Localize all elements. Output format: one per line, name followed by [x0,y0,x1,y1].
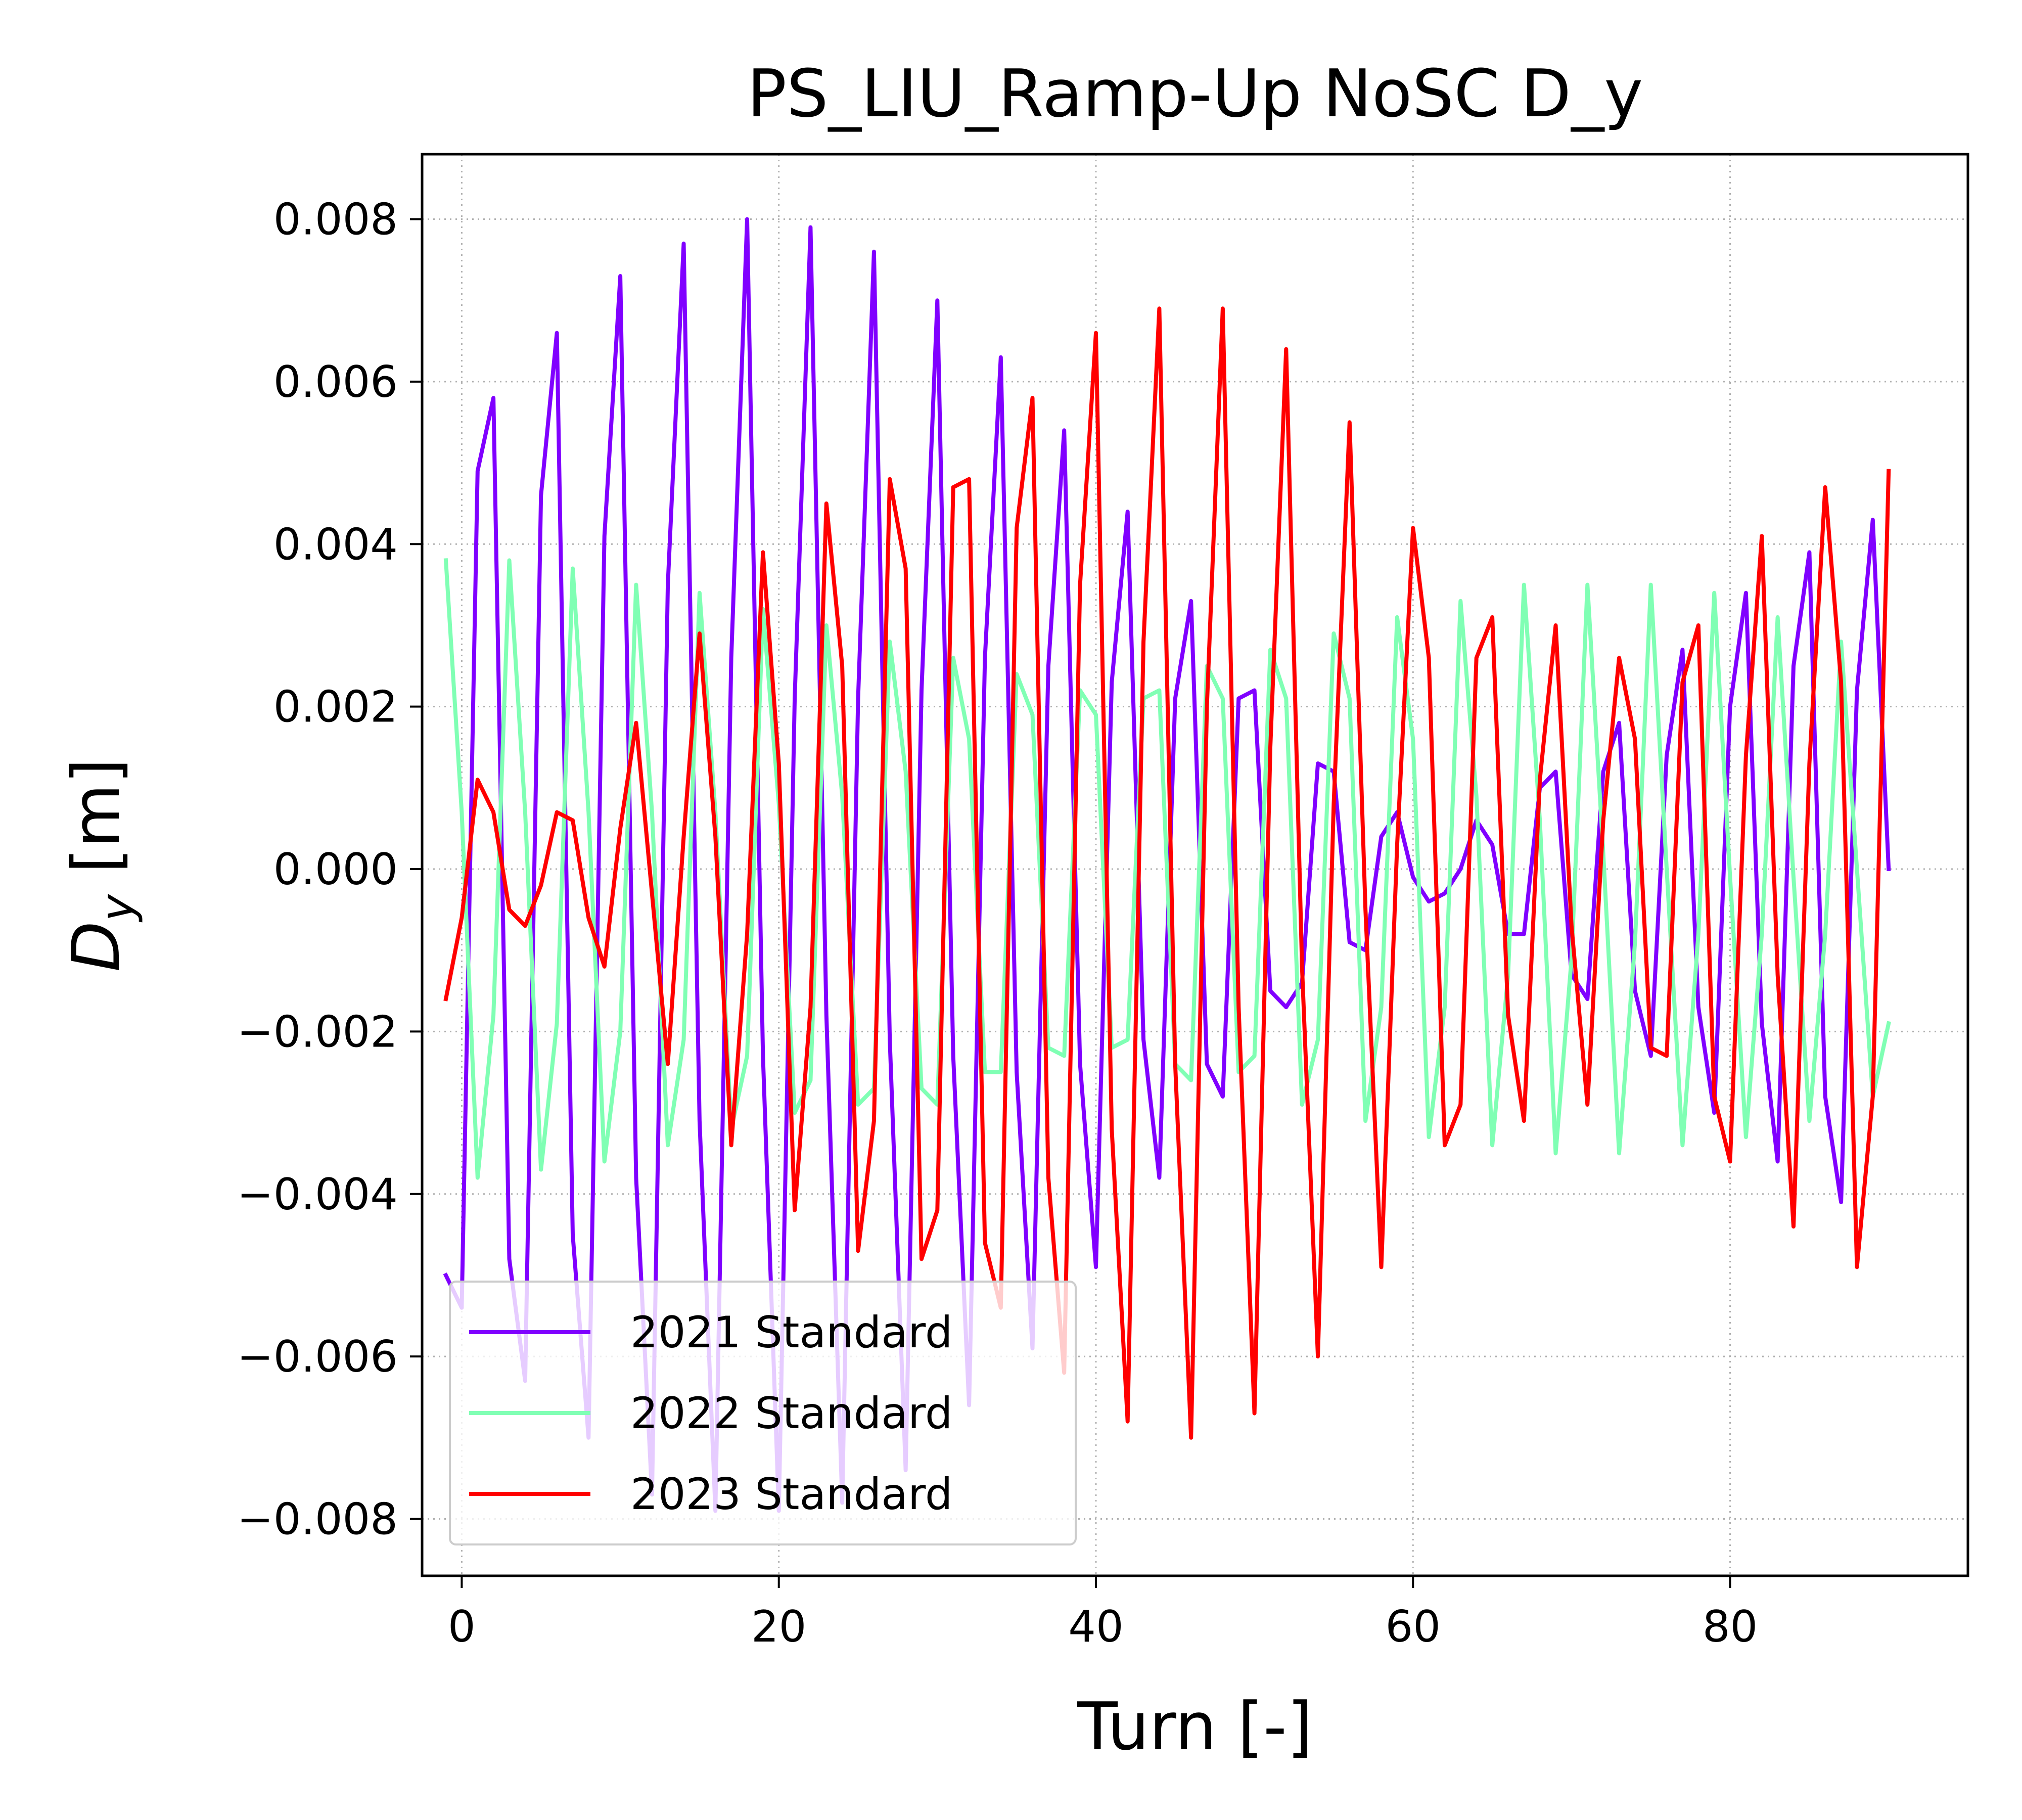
series-group [443,217,1891,1513]
y-tick-label: 0.006 [273,357,398,407]
series-line-2021-standard [443,217,1891,1513]
series-line-2023-standard [443,306,1891,1440]
y-tick-label: 0.008 [273,195,398,245]
legend-label: 2022 Standard [630,1388,952,1439]
y-tick-label: −0.002 [237,1007,398,1057]
y-tick-label: −0.008 [237,1494,398,1545]
x-tick-label: 0 [448,1602,476,1652]
chart-title: PS_LIU_Ramp-Up NoSC D_y [747,55,1643,132]
series-line-2022-standard [443,558,1891,1180]
x-tick-label: 40 [1068,1602,1123,1652]
legend-box [449,1281,1077,1545]
y-axis-label-symbol: D [58,921,134,972]
y-tick-label: −0.006 [237,1332,398,1382]
ticks: 0 20 40 60 80 0.008 0.006 0.004 0.002 0.000 −0.002… [237,195,1758,1652]
y-axis-label-subscript: y [91,893,144,923]
y-tick-label: −0.004 [237,1169,398,1220]
y-axis-label-unit: [m] [58,758,134,894]
x-tick-label: 20 [751,1602,806,1652]
x-tick-label: 80 [1703,1602,1758,1652]
x-tick-label: 60 [1386,1602,1441,1652]
y-tick-label: 0.002 [273,682,398,733]
legend: 2021 Standard 2022 Standard 2023 Standard [449,1281,1077,1545]
y-tick-label: 0.004 [273,519,398,570]
y-tick-label: 0.000 [273,844,398,895]
x-axis-label: Turn [-] [1077,1688,1312,1765]
legend-label: 2023 Standard [630,1469,952,1520]
y-axis-label: Dy [m] [58,758,144,972]
legend-entries: 2021 Standard 2022 Standard 2023 Standard [469,1307,952,1520]
plot-frame [421,153,1969,1577]
legend-label: 2021 Standard [630,1307,952,1358]
